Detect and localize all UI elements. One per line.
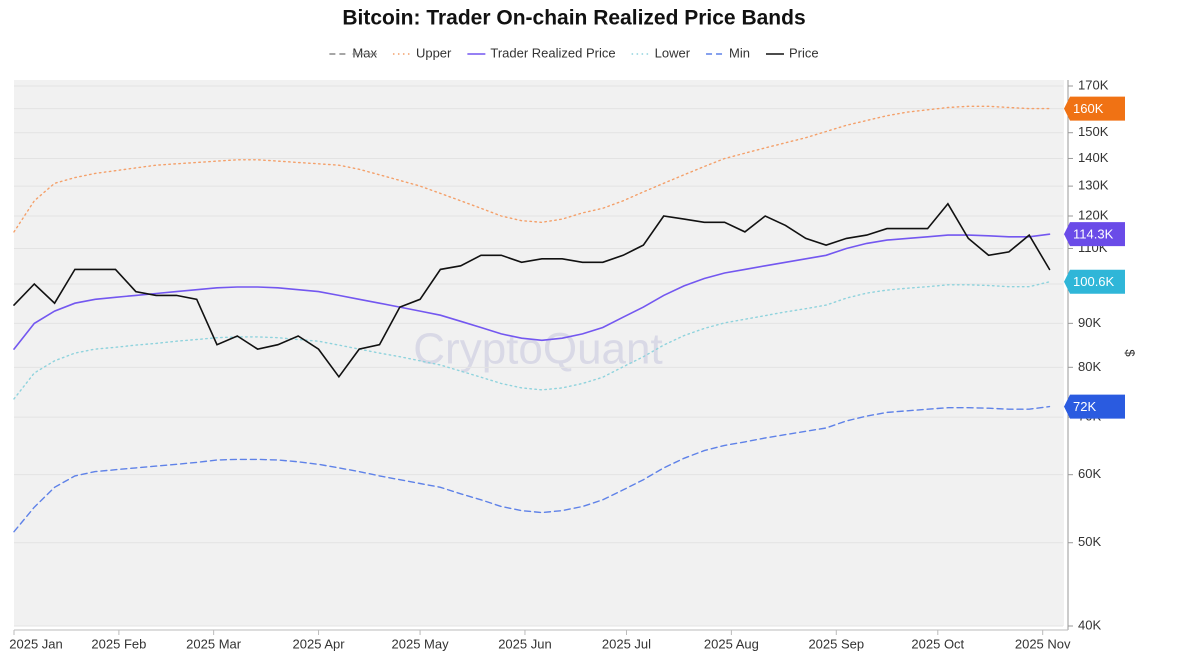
legend-label[interactable]: Trader Realized Price xyxy=(490,45,615,60)
y-tick-label: 170K xyxy=(1078,77,1109,92)
badge xyxy=(1064,96,1125,121)
chart-title: Bitcoin: Trader On-chain Realized Price … xyxy=(342,7,805,30)
y-tick-label: 150K xyxy=(1078,124,1109,139)
series-line xyxy=(13,202,1051,379)
x-tick-label: 2025 Jan xyxy=(9,636,63,651)
x-tick-label: 2025 Mar xyxy=(186,636,242,651)
y-tick-label: 50K xyxy=(1078,534,1101,549)
y-tick-label: 90K xyxy=(1078,315,1101,330)
series-line xyxy=(13,405,1051,533)
legend-label[interactable]: Max xyxy=(352,45,377,60)
badge-label: 160K xyxy=(1073,101,1104,116)
x-tick-label: 2025 Sep xyxy=(808,636,864,651)
watermark: CryptoQuant xyxy=(413,325,662,374)
series-line xyxy=(13,233,1051,350)
x-tick-label: 2025 Oct xyxy=(911,636,964,651)
y-tick-label: 80K xyxy=(1078,359,1101,374)
series-line xyxy=(13,281,1051,400)
badge xyxy=(1064,394,1125,419)
x-tick-label: 2025 May xyxy=(392,636,450,651)
badge-label: 114.3K xyxy=(1073,227,1114,242)
legend: Max Upper Trader Realized Price Lower Min Pri… xyxy=(329,45,819,60)
y-tick-label: 60K xyxy=(1078,466,1101,481)
y-tick-label: 40K xyxy=(1078,617,1101,632)
badge-label: 100.6K xyxy=(1073,274,1115,289)
badge-label: 72K xyxy=(1073,399,1096,414)
y-tick-label: 140K xyxy=(1078,150,1109,165)
legend-label[interactable]: Price xyxy=(789,45,819,60)
x-tick-label: 2025 Apr xyxy=(293,636,346,651)
y-tick-label: 130K xyxy=(1078,178,1109,193)
x-tick-label: 2025 Aug xyxy=(704,636,759,651)
x-tick-label: 2025 Jun xyxy=(498,636,552,651)
badge xyxy=(1064,222,1125,247)
y-tick-label: 120K xyxy=(1078,207,1109,222)
x-tick-label: 2025 Jul xyxy=(602,636,651,651)
legend-label[interactable]: Min xyxy=(729,45,750,60)
x-tick-label: 2025 Feb xyxy=(91,636,146,651)
y-axis-label: $ xyxy=(1123,349,1138,357)
series-line xyxy=(13,105,1051,233)
legend-label[interactable]: Upper xyxy=(416,45,452,60)
x-tick-label: 2025 Nov xyxy=(1015,636,1071,651)
plot-area xyxy=(14,80,1064,626)
legend-label[interactable]: Lower xyxy=(655,45,691,60)
badge xyxy=(1064,269,1125,294)
